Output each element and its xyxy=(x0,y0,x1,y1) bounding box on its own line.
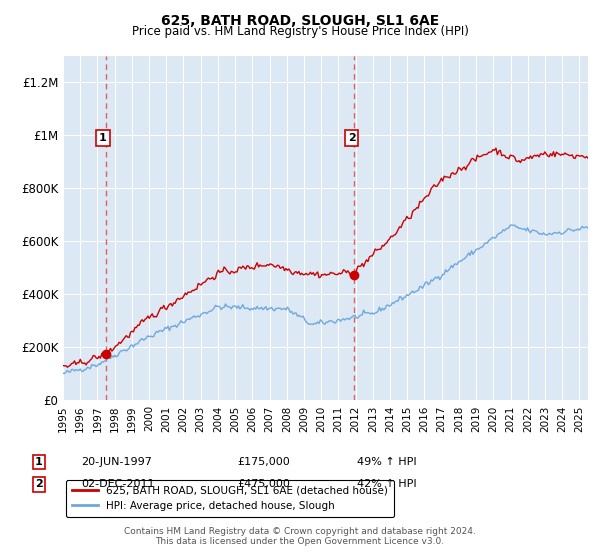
Text: Price paid vs. HM Land Registry's House Price Index (HPI): Price paid vs. HM Land Registry's House … xyxy=(131,25,469,38)
Text: 2: 2 xyxy=(348,133,356,143)
Text: 49% ↑ HPI: 49% ↑ HPI xyxy=(357,457,416,467)
Text: 42% ↑ HPI: 42% ↑ HPI xyxy=(357,479,416,489)
Legend: 625, BATH ROAD, SLOUGH, SL1 6AE (detached house), HPI: Average price, detached h: 625, BATH ROAD, SLOUGH, SL1 6AE (detache… xyxy=(65,480,394,517)
Text: 625, BATH ROAD, SLOUGH, SL1 6AE: 625, BATH ROAD, SLOUGH, SL1 6AE xyxy=(161,14,439,28)
Text: £175,000: £175,000 xyxy=(237,457,290,467)
Text: 20-JUN-1997: 20-JUN-1997 xyxy=(81,457,152,467)
Text: 1: 1 xyxy=(99,133,107,143)
Text: 02-DEC-2011: 02-DEC-2011 xyxy=(81,479,155,489)
Text: Contains HM Land Registry data © Crown copyright and database right 2024.
This d: Contains HM Land Registry data © Crown c… xyxy=(124,526,476,546)
Text: 1: 1 xyxy=(35,457,43,467)
Text: £475,000: £475,000 xyxy=(237,479,290,489)
Text: 2: 2 xyxy=(35,479,43,489)
